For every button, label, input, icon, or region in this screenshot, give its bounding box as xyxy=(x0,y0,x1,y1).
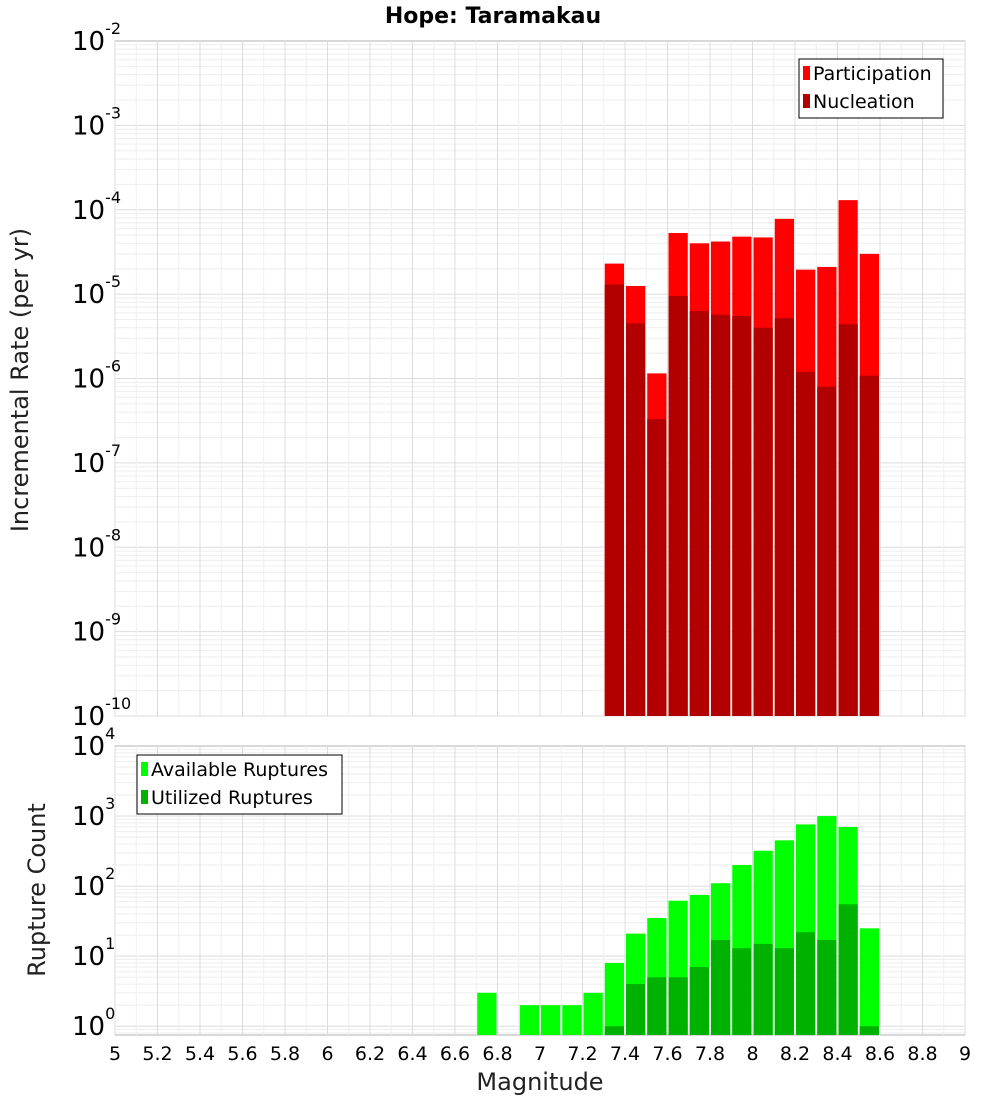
count-bar-utilized-ruptures xyxy=(753,943,773,1035)
count-bar-utilized-ruptures xyxy=(626,984,646,1035)
x-tick-label: 7 xyxy=(534,1043,546,1065)
x-tick-label: 7.2 xyxy=(567,1043,597,1065)
x-tick-label: 8.2 xyxy=(780,1043,810,1065)
rate-legend: Participation Nucleation xyxy=(798,58,944,119)
count-legend: Available Ruptures Utilized Ruptures xyxy=(136,754,343,815)
rate-y-ticks: 10-10 10-9 10-8 10-7 10-6 10-5 10-4 10-3 10-2 xyxy=(72,19,131,732)
rate-bar-nucleation xyxy=(817,386,837,716)
rate-bar-nucleation xyxy=(732,316,752,716)
x-tick-label: 5 xyxy=(109,1043,121,1065)
x-tick-label: 8.6 xyxy=(865,1043,895,1065)
legend-box xyxy=(136,754,343,815)
rate-grid xyxy=(114,41,966,717)
x-tick-label: 5.2 xyxy=(142,1043,172,1065)
y-tick-label: 101 xyxy=(72,934,115,972)
count-bar-available-ruptures xyxy=(583,992,603,1035)
count-bar-utilized-ruptures xyxy=(689,967,709,1035)
rate-bar-nucleation xyxy=(753,327,773,716)
y-tick-label: 104 xyxy=(72,724,115,762)
x-tick-label: 7.6 xyxy=(652,1043,682,1065)
y-tick-label: 10-8 xyxy=(72,525,121,563)
count-panel: 100 101 102 103 104 Rupture Count Available … xyxy=(23,724,966,1042)
x-tick-label: 5.4 xyxy=(185,1043,215,1065)
y-tick-label: 10-5 xyxy=(72,272,121,310)
rate-bar-nucleation xyxy=(796,371,816,716)
x-ticks: 5 5.2 5.4 5.6 5.8 6 6.2 6.4 6.6 6.8 7 7.2 7.4 7.6 7.8 8… xyxy=(109,1043,971,1065)
count-bar-utilized-ruptures xyxy=(732,948,752,1035)
legend-swatch xyxy=(141,790,148,804)
y-tick-label: 10-6 xyxy=(72,357,121,395)
y-tick-label: 10-2 xyxy=(72,19,121,57)
count-bar-available-ruptures xyxy=(541,1005,561,1035)
x-tick-label: 6.4 xyxy=(397,1043,427,1065)
legend-label: Utilized Ruptures xyxy=(151,787,313,809)
rate-bar-nucleation xyxy=(689,311,709,716)
count-bars xyxy=(477,816,879,1035)
x-tick-label: 5.6 xyxy=(227,1043,257,1065)
legend-label: Nucleation xyxy=(813,91,915,113)
x-tick-label: 6.2 xyxy=(355,1043,385,1065)
rate-bar-nucleation xyxy=(668,296,688,716)
x-tick-label: 6.8 xyxy=(482,1043,512,1065)
y-tick-label: 10-7 xyxy=(72,441,121,479)
count-bar-utilized-ruptures xyxy=(859,1026,879,1035)
rate-bar-nucleation xyxy=(626,323,646,716)
x-tick-label: 7.8 xyxy=(695,1043,725,1065)
rate-bar-nucleation xyxy=(604,284,624,716)
x-axis-label: Magnitude xyxy=(476,1068,603,1096)
count-y-axis-label: Rupture Count xyxy=(23,803,51,977)
rate-bar-nucleation xyxy=(774,318,794,716)
y-tick-label: 103 xyxy=(72,794,115,832)
y-tick-label: 102 xyxy=(72,864,115,902)
legend-swatch xyxy=(803,94,810,108)
rate-bar-nucleation xyxy=(859,375,879,716)
count-bar-utilized-ruptures xyxy=(774,948,794,1035)
count-bar-available-ruptures xyxy=(604,962,624,1035)
rate-y-axis-label: Incremental Rate (per yr) xyxy=(6,228,34,532)
rate-bar-nucleation xyxy=(711,314,731,716)
count-y-ticks: 100 101 102 103 104 xyxy=(72,724,115,1042)
rate-bars xyxy=(604,200,879,717)
count-bar-utilized-ruptures xyxy=(647,977,667,1035)
count-bar-utilized-ruptures xyxy=(604,1026,624,1035)
y-tick-label: 10-3 xyxy=(72,103,121,141)
count-bar-utilized-ruptures xyxy=(838,904,858,1035)
rate-bar-nucleation xyxy=(647,419,667,716)
x-tick-label: 7.4 xyxy=(610,1043,640,1065)
y-tick-label: 10-9 xyxy=(72,610,121,648)
chart-title: Hope: Taramakau xyxy=(385,4,601,29)
count-bar-available-ruptures xyxy=(859,928,879,1035)
legend-swatch xyxy=(803,66,810,80)
count-bar-utilized-ruptures xyxy=(796,932,816,1035)
count-bar-utilized-ruptures xyxy=(668,977,688,1035)
x-tick-label: 9 xyxy=(959,1043,971,1065)
legend-box xyxy=(798,58,944,119)
count-bar-available-ruptures xyxy=(562,1005,582,1035)
y-tick-label: 100 xyxy=(72,1004,115,1042)
count-bar-utilized-ruptures xyxy=(711,940,731,1035)
rate-panel: 10-10 10-9 10-8 10-7 10-6 10-5 10-4 10-3 10-2 In… xyxy=(6,19,966,732)
count-bar-available-ruptures xyxy=(519,1005,539,1035)
count-bar-utilized-ruptures xyxy=(817,940,837,1035)
x-tick-label: 8 xyxy=(746,1043,758,1065)
legend-label: Participation xyxy=(813,63,932,85)
count-bar-available-ruptures xyxy=(477,992,497,1035)
rate-bar-nucleation xyxy=(838,324,858,716)
y-tick-label: 10-10 xyxy=(72,694,131,732)
y-tick-label: 10-4 xyxy=(72,188,121,226)
legend-swatch xyxy=(141,762,148,776)
x-tick-label: 8.4 xyxy=(822,1043,852,1065)
legend-label: Available Ruptures xyxy=(151,759,328,781)
x-tick-label: 6 xyxy=(321,1043,333,1065)
x-tick-label: 8.8 xyxy=(907,1043,937,1065)
x-tick-label: 5.8 xyxy=(270,1043,300,1065)
x-tick-label: 6.6 xyxy=(440,1043,470,1065)
